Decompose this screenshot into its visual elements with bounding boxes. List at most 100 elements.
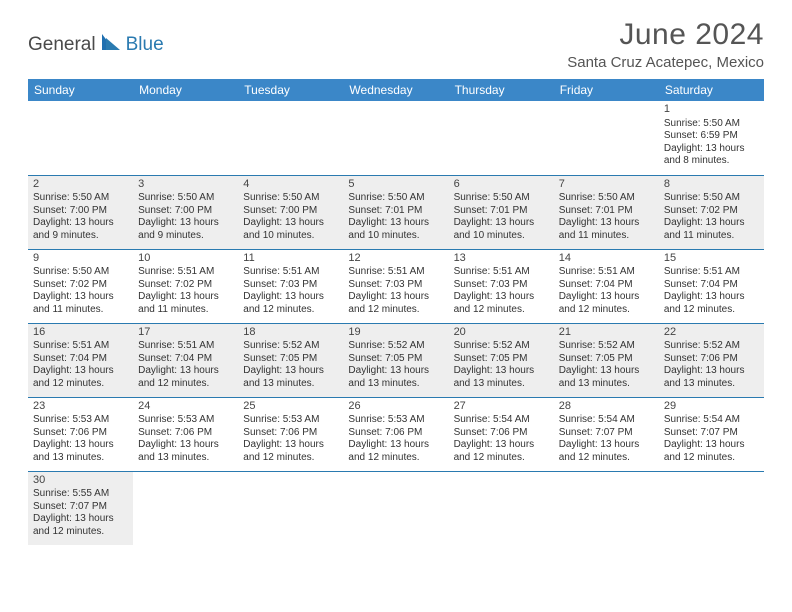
cell-daylight1: Daylight: 13 hours — [348, 291, 443, 304]
cell-daylight2: and 13 minutes. — [454, 378, 549, 391]
day-number: 11 — [243, 252, 338, 266]
cell-sunset: Sunset: 7:01 PM — [559, 205, 654, 218]
calendar-cell: 3Sunrise: 5:50 AMSunset: 7:00 PMDaylight… — [133, 175, 238, 249]
cell-sunset: Sunset: 7:05 PM — [348, 353, 443, 366]
cell-sunset: Sunset: 7:06 PM — [243, 427, 338, 440]
cell-sunrise: Sunrise: 5:51 AM — [559, 266, 654, 279]
cell-sunrise: Sunrise: 5:50 AM — [348, 192, 443, 205]
cell-sunset: Sunset: 7:00 PM — [33, 205, 128, 218]
cell-daylight1: Daylight: 13 hours — [33, 217, 128, 230]
cell-daylight2: and 12 minutes. — [454, 304, 549, 317]
day-number: 16 — [33, 326, 128, 340]
calendar-cell-empty — [238, 471, 343, 545]
cell-daylight2: and 13 minutes. — [664, 378, 759, 391]
weekday-header: Thursday — [449, 79, 554, 101]
cell-daylight2: and 12 minutes. — [243, 452, 338, 465]
cell-sunset: Sunset: 7:02 PM — [33, 279, 128, 292]
day-number: 29 — [664, 400, 759, 414]
day-number: 12 — [348, 252, 443, 266]
cell-daylight2: and 13 minutes. — [33, 452, 128, 465]
cell-sunrise: Sunrise: 5:53 AM — [33, 414, 128, 427]
calendar-cell: 15Sunrise: 5:51 AMSunset: 7:04 PMDayligh… — [659, 249, 764, 323]
calendar-week-row: 1Sunrise: 5:50 AMSunset: 6:59 PMDaylight… — [28, 101, 764, 175]
calendar-cell: 29Sunrise: 5:54 AMSunset: 7:07 PMDayligh… — [659, 397, 764, 471]
cell-sunrise: Sunrise: 5:50 AM — [33, 192, 128, 205]
calendar-week-row: 2Sunrise: 5:50 AMSunset: 7:00 PMDaylight… — [28, 175, 764, 249]
cell-sunrise: Sunrise: 5:50 AM — [138, 192, 233, 205]
cell-daylight1: Daylight: 13 hours — [33, 439, 128, 452]
calendar-cell-empty — [659, 471, 764, 545]
cell-sunset: Sunset: 7:05 PM — [559, 353, 654, 366]
cell-sunset: Sunset: 6:59 PM — [664, 130, 759, 143]
calendar-cell: 28Sunrise: 5:54 AMSunset: 7:07 PMDayligh… — [554, 397, 659, 471]
calendar-body: 1Sunrise: 5:50 AMSunset: 6:59 PMDaylight… — [28, 101, 764, 545]
day-number: 22 — [664, 326, 759, 340]
day-number: 14 — [559, 252, 654, 266]
day-number: 25 — [243, 400, 338, 414]
calendar-cell: 24Sunrise: 5:53 AMSunset: 7:06 PMDayligh… — [133, 397, 238, 471]
cell-sunrise: Sunrise: 5:50 AM — [664, 118, 759, 131]
cell-sunset: Sunset: 7:07 PM — [664, 427, 759, 440]
calendar-week-row: 9Sunrise: 5:50 AMSunset: 7:02 PMDaylight… — [28, 249, 764, 323]
cell-daylight2: and 10 minutes. — [243, 230, 338, 243]
cell-daylight2: and 10 minutes. — [348, 230, 443, 243]
calendar-cell-empty — [554, 101, 659, 175]
logo-text-general: General — [28, 34, 96, 56]
cell-sunset: Sunset: 7:02 PM — [138, 279, 233, 292]
cell-sunrise: Sunrise: 5:51 AM — [138, 266, 233, 279]
calendar-cell: 1Sunrise: 5:50 AMSunset: 6:59 PMDaylight… — [659, 101, 764, 175]
calendar-cell: 2Sunrise: 5:50 AMSunset: 7:00 PMDaylight… — [28, 175, 133, 249]
calendar-cell: 8Sunrise: 5:50 AMSunset: 7:02 PMDaylight… — [659, 175, 764, 249]
calendar-cell-empty — [133, 101, 238, 175]
day-number: 19 — [348, 326, 443, 340]
month-title: June 2024 — [567, 18, 764, 52]
weekday-header: Tuesday — [238, 79, 343, 101]
cell-daylight1: Daylight: 13 hours — [454, 291, 549, 304]
cell-daylight2: and 12 minutes. — [33, 378, 128, 391]
cell-sunrise: Sunrise: 5:52 AM — [559, 340, 654, 353]
day-number: 5 — [348, 178, 443, 192]
cell-daylight1: Daylight: 13 hours — [33, 365, 128, 378]
cell-daylight1: Daylight: 13 hours — [559, 217, 654, 230]
cell-sunset: Sunset: 7:00 PM — [243, 205, 338, 218]
cell-sunrise: Sunrise: 5:53 AM — [243, 414, 338, 427]
cell-daylight1: Daylight: 13 hours — [348, 439, 443, 452]
day-number: 28 — [559, 400, 654, 414]
cell-sunrise: Sunrise: 5:52 AM — [243, 340, 338, 353]
weekday-header: Friday — [554, 79, 659, 101]
cell-daylight2: and 8 minutes. — [664, 155, 759, 168]
day-number: 15 — [664, 252, 759, 266]
calendar-cell: 5Sunrise: 5:50 AMSunset: 7:01 PMDaylight… — [343, 175, 448, 249]
cell-sunrise: Sunrise: 5:51 AM — [664, 266, 759, 279]
day-number: 9 — [33, 252, 128, 266]
calendar-cell: 7Sunrise: 5:50 AMSunset: 7:01 PMDaylight… — [554, 175, 659, 249]
day-number: 30 — [33, 474, 128, 488]
cell-daylight2: and 12 minutes. — [348, 304, 443, 317]
cell-sunrise: Sunrise: 5:54 AM — [454, 414, 549, 427]
day-number: 6 — [454, 178, 549, 192]
cell-sunrise: Sunrise: 5:50 AM — [559, 192, 654, 205]
cell-daylight2: and 12 minutes. — [559, 452, 654, 465]
cell-daylight2: and 13 minutes. — [559, 378, 654, 391]
cell-daylight1: Daylight: 13 hours — [33, 291, 128, 304]
day-number: 17 — [138, 326, 233, 340]
calendar-cell: 10Sunrise: 5:51 AMSunset: 7:02 PMDayligh… — [133, 249, 238, 323]
cell-daylight1: Daylight: 13 hours — [33, 513, 128, 526]
calendar-week-row: 30Sunrise: 5:55 AMSunset: 7:07 PMDayligh… — [28, 471, 764, 545]
cell-daylight1: Daylight: 13 hours — [664, 291, 759, 304]
cell-daylight2: and 12 minutes. — [559, 304, 654, 317]
cell-sunset: Sunset: 7:03 PM — [348, 279, 443, 292]
cell-sunset: Sunset: 7:00 PM — [138, 205, 233, 218]
cell-daylight1: Daylight: 13 hours — [664, 365, 759, 378]
cell-daylight1: Daylight: 13 hours — [664, 439, 759, 452]
cell-daylight1: Daylight: 13 hours — [138, 439, 233, 452]
day-number: 8 — [664, 178, 759, 192]
cell-daylight1: Daylight: 13 hours — [454, 217, 549, 230]
cell-daylight2: and 13 minutes. — [243, 378, 338, 391]
cell-daylight2: and 12 minutes. — [138, 378, 233, 391]
cell-daylight2: and 12 minutes. — [664, 304, 759, 317]
cell-daylight1: Daylight: 13 hours — [348, 365, 443, 378]
cell-daylight2: and 12 minutes. — [454, 452, 549, 465]
cell-daylight1: Daylight: 13 hours — [454, 439, 549, 452]
cell-sunrise: Sunrise: 5:51 AM — [243, 266, 338, 279]
